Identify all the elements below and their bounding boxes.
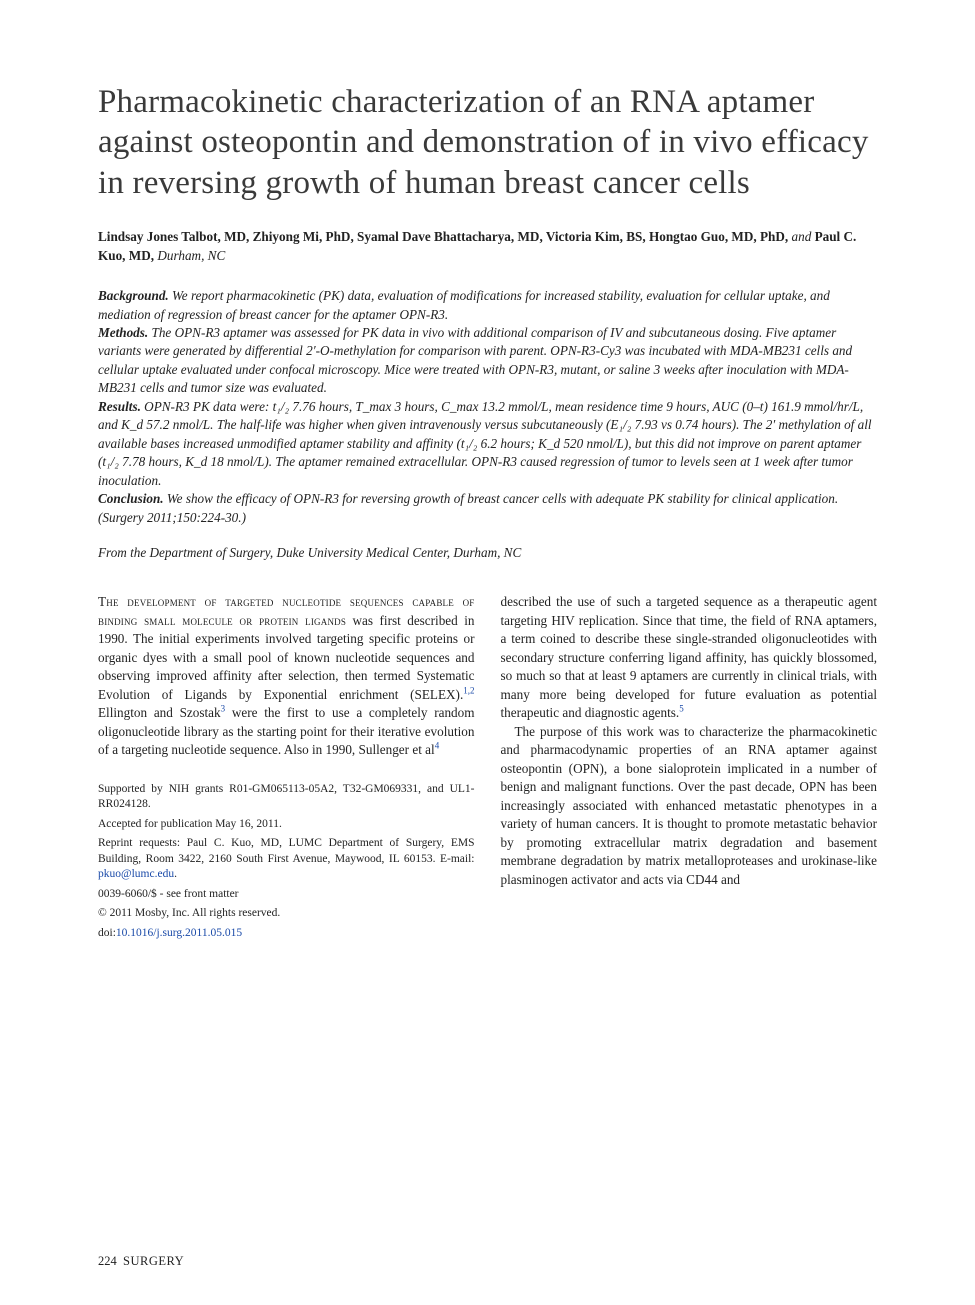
page-footer: 224 SURGERY bbox=[98, 1254, 184, 1269]
doi-label: doi: bbox=[98, 927, 116, 939]
journal-name: SURGERY bbox=[123, 1254, 184, 1268]
abstract-text-results: OPN-R3 PK data were: t₁/₂ 7.76 hours, T_… bbox=[98, 399, 872, 488]
abstract-results: Results. OPN-R3 PK data were: t₁/₂ 7.76 … bbox=[98, 398, 877, 490]
article-title: Pharmacokinetic characterization of an R… bbox=[98, 82, 877, 203]
body-p1-cont: Ellington and Szostak bbox=[98, 705, 221, 720]
footnote-doi: doi:10.1016/j.surg.2011.05.015 bbox=[98, 926, 475, 942]
page-number: 224 bbox=[98, 1254, 117, 1268]
abstract: Background. We report pharmacokinetic (P… bbox=[98, 287, 877, 527]
body-paragraph-1: The development of targeted nucleotide s… bbox=[98, 593, 475, 759]
abstract-text-conclusion: We show the efficacy of OPN-R3 for rever… bbox=[98, 491, 838, 524]
footnote-reprint-text: Reprint requests: Paul C. Kuo, MD, LUMC … bbox=[98, 837, 475, 865]
abstract-text-background: We report pharmacokinetic (PK) data, eva… bbox=[98, 288, 830, 321]
body-right-p1: described the use of such a targeted seq… bbox=[501, 594, 878, 720]
footnote-issn: 0039-6060/$ - see front matter bbox=[98, 887, 475, 903]
author-list: Lindsay Jones Talbot, MD, Zhiyong Mi, Ph… bbox=[98, 227, 877, 265]
abstract-conclusion: Conclusion. We show the efficacy of OPN-… bbox=[98, 490, 877, 527]
abstract-label-methods: Methods. bbox=[98, 325, 148, 340]
citation-ref-4[interactable]: 4 bbox=[435, 741, 440, 751]
abstract-text-methods: The OPN-R3 aptamer was assessed for PK d… bbox=[98, 325, 852, 395]
affiliation: From the Department of Surgery, Duke Uni… bbox=[98, 545, 877, 561]
body-paragraph-2: The purpose of this work was to characte… bbox=[501, 723, 878, 889]
email-link[interactable]: pkuo@lumc.edu bbox=[98, 868, 174, 880]
citation-ref-5[interactable]: 5 bbox=[679, 704, 684, 714]
column-right: described the use of such a targeted seq… bbox=[501, 593, 878, 945]
footnote-accepted: Accepted for publication May 16, 2011. bbox=[98, 817, 475, 833]
body-columns: The development of targeted nucleotide s… bbox=[98, 593, 877, 945]
doi-link[interactable]: 10.1016/j.surg.2011.05.015 bbox=[116, 927, 242, 939]
footnote-copyright: © 2011 Mosby, Inc. All rights reserved. bbox=[98, 906, 475, 922]
column-left: The development of targeted nucleotide s… bbox=[98, 593, 475, 945]
abstract-label-background: Background. bbox=[98, 288, 169, 303]
abstract-methods: Methods. The OPN-R3 aptamer was assessed… bbox=[98, 324, 877, 398]
body-paragraph-1-cont: described the use of such a targeted seq… bbox=[501, 593, 878, 722]
footnote-reprint-end: . bbox=[174, 868, 177, 880]
abstract-label-results: Results. bbox=[98, 399, 141, 414]
footnotes: Supported by NIH grants R01-GM065113-05A… bbox=[98, 782, 475, 942]
abstract-background: Background. We report pharmacokinetic (P… bbox=[98, 287, 877, 324]
footnote-reprint: Reprint requests: Paul C. Kuo, MD, LUMC … bbox=[98, 836, 475, 883]
citation-ref-1-2[interactable]: 1,2 bbox=[463, 685, 474, 695]
abstract-label-conclusion: Conclusion. bbox=[98, 491, 164, 506]
footnote-support: Supported by NIH grants R01-GM065113-05A… bbox=[98, 782, 475, 813]
